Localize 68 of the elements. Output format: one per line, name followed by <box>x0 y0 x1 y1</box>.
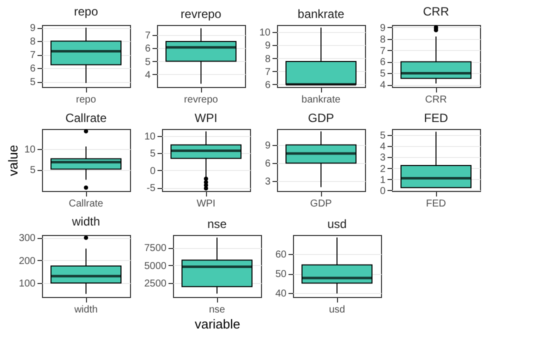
y-tick-label: 6 <box>264 80 271 91</box>
text: width <box>73 304 98 316</box>
y-tick-label: 7 <box>144 30 151 42</box>
y-tick-label: 0 <box>380 186 386 197</box>
y-tick-label: 300 <box>18 233 36 244</box>
text: FED <box>426 198 446 210</box>
x-tick-label: nse <box>207 217 227 231</box>
x-tick-label: CRR <box>423 4 450 18</box>
y-tick-label: 7 <box>30 50 36 62</box>
y-tick-label: 5 <box>30 77 36 88</box>
y-tick-label: 9 <box>264 140 271 152</box>
y-tick-label: 40 <box>275 288 287 300</box>
x-tick-label: WPI <box>194 111 218 125</box>
y-tick-label: 3 <box>380 152 386 164</box>
y-tick-label: 200 <box>18 256 36 267</box>
y-tick-label: 7 <box>264 66 271 78</box>
y-tick-label: 5 <box>30 165 36 176</box>
x-tick-label: revrepo <box>180 7 222 21</box>
y-tick-label: 4 <box>380 80 386 92</box>
y-tick-label: 8 <box>30 36 36 48</box>
y-tick-label: 9 <box>380 22 386 34</box>
text: nse <box>208 304 226 316</box>
y-tick-label: 7500 <box>144 243 167 254</box>
text: CRR <box>425 94 447 106</box>
y-tick-label: 3 <box>264 176 271 188</box>
y-tick-label: 10 <box>144 131 156 142</box>
y-tick-label: 60 <box>275 249 287 260</box>
x-tick-label: width <box>70 214 100 229</box>
y-tick-label: 2500 <box>144 278 167 290</box>
text: GDP <box>310 198 332 210</box>
y-tick-label: 10 <box>24 144 36 156</box>
y-tick-label: 9 <box>264 40 271 52</box>
x-tick-label: repo <box>74 4 98 19</box>
text: bankrate <box>302 94 341 106</box>
x-axis-title: variable <box>194 316 240 332</box>
y-tick-label: 8 <box>380 34 386 46</box>
y-tick-label: 5 <box>144 56 151 68</box>
text: Callrate <box>68 198 104 210</box>
text: repo <box>76 94 96 106</box>
y-tick-label: 5 <box>380 68 386 80</box>
y-tick-label: 4 <box>380 142 386 153</box>
y-tick-label: 5 <box>150 148 156 160</box>
y-tick-label: 6 <box>30 64 36 75</box>
y-tick-label: 9 <box>30 23 36 34</box>
y-tick-label: 5000 <box>144 260 167 272</box>
y-tick-label: 6 <box>144 44 151 55</box>
x-tick-label: usd <box>327 217 347 231</box>
y-tick-label: 1 <box>380 174 386 186</box>
x-tick-label: GDP <box>308 111 334 125</box>
y-tick-label: 10 <box>259 28 271 39</box>
y-tick-label: 100 <box>18 278 36 290</box>
y-tick-label: 7 <box>380 46 386 57</box>
y-tick-label: 6 <box>264 158 271 170</box>
x-tick-label: bankrate <box>298 7 345 21</box>
y-tick-label: 8 <box>264 54 271 65</box>
y-tick-label: 6 <box>380 57 386 68</box>
text: usd <box>328 304 346 316</box>
x-tick-label: FED <box>424 111 448 125</box>
y-tick-label: -5 <box>146 183 156 194</box>
y-axis-title: value <box>5 144 20 176</box>
y-tick-label: 0 <box>150 166 156 177</box>
x-tick-label: Callrate <box>65 111 107 125</box>
y-tick-label: 50 <box>275 269 287 280</box>
text: WPI <box>196 198 216 210</box>
y-tick-label: 4 <box>144 70 151 81</box>
y-tick-label: 2 <box>380 164 386 175</box>
text: revrepo <box>184 94 218 106</box>
y-tick-label: 5 <box>380 130 386 142</box>
